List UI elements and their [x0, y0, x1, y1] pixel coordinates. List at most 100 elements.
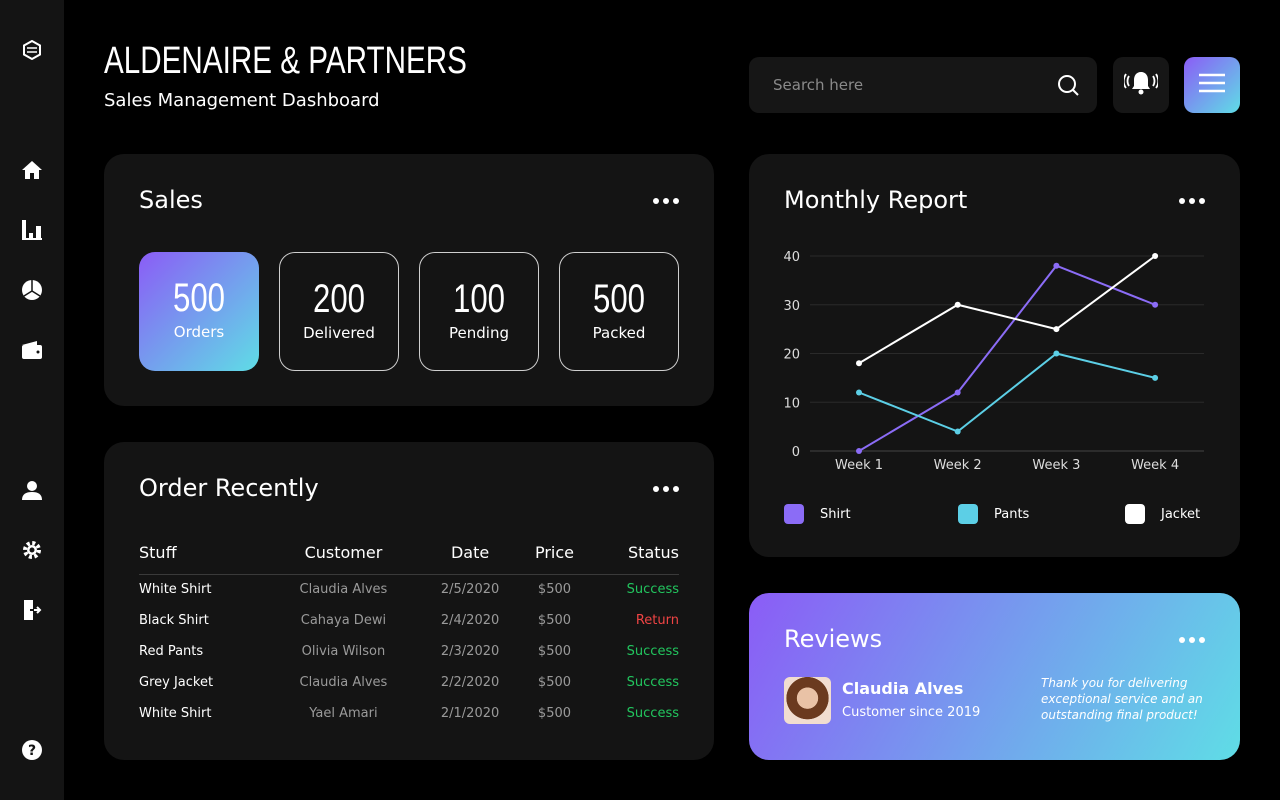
chart-title: Monthly Report: [784, 186, 968, 214]
stuff-cell: Black Shirt: [139, 613, 209, 628]
reviews-title: Reviews: [784, 625, 883, 653]
settings-icon[interactable]: [20, 538, 44, 562]
column-header: Stuff: [139, 538, 268, 575]
bell-icon: [1122, 70, 1160, 100]
y-tick-label: 40: [783, 250, 800, 265]
x-tick-label: Week 2: [934, 458, 982, 473]
date-cell: 2/3/2020: [440, 644, 500, 659]
search-box: [749, 57, 1097, 113]
orders-card: Order Recently Stuff Customer Date Price…: [104, 442, 714, 760]
column-header: Price: [520, 538, 589, 575]
more-icon[interactable]: [653, 198, 679, 204]
stat-pending[interactable]: 100 Pending: [419, 252, 539, 371]
stat-packed[interactable]: 500 Packed: [559, 252, 679, 371]
customer-cell: Claudia Alves: [299, 675, 388, 690]
monthly-report-card: Monthly Report 0 10 20 30 40 Week 1 Week 2 Week…: [749, 154, 1240, 557]
stuff-cell: Grey Jacket: [139, 675, 214, 690]
legend-jacket: Jacket: [1125, 504, 1200, 524]
svg-text:?: ?: [28, 743, 36, 759]
data-point-shirt: [1053, 262, 1060, 269]
column-header: Date: [419, 538, 521, 575]
help-icon[interactable]: ?: [20, 738, 44, 762]
more-icon[interactable]: [1179, 198, 1205, 204]
data-point-pants: [1152, 374, 1159, 381]
series-line-shirt: [858, 264, 1156, 452]
stuff-cell: White Shirt: [139, 582, 212, 598]
data-point-jacket: [1152, 253, 1159, 259]
column-header: Customer: [267, 538, 420, 575]
price-cell: $500: [537, 706, 572, 721]
series-line-pants: [858, 352, 1156, 433]
bar-chart-icon[interactable]: [20, 218, 44, 242]
stat-orders[interactable]: 500 Orders: [139, 252, 259, 371]
data-point-jacket: [1053, 326, 1060, 333]
reviewer-name: Claudia Alves: [842, 679, 964, 698]
price-cell: $500: [537, 675, 572, 690]
notification-button[interactable]: [1113, 57, 1169, 113]
data-point-pants: [856, 389, 862, 396]
data-point-shirt: [856, 448, 862, 454]
legend-label: Shirt: [820, 506, 851, 522]
status-cell: Success: [626, 706, 679, 721]
reviewer-since: Customer since 2019: [842, 705, 981, 720]
x-tick-label: Week 1: [835, 458, 883, 473]
stat-delivered[interactable]: 200 Delivered: [279, 252, 399, 371]
price-cell: $500: [537, 582, 572, 598]
more-icon[interactable]: [1179, 637, 1205, 643]
legend-label: Jacket: [1161, 506, 1201, 522]
user-icon[interactable]: [20, 478, 44, 502]
table-row[interactable]: Grey Jacket Claudia Alves 2/2/2020 $500 Succ…: [139, 667, 679, 698]
customer-cell: Claudia Alves: [299, 582, 388, 598]
date-cell: 2/1/2020: [440, 706, 500, 721]
x-tick-label: Week 4: [1131, 458, 1179, 473]
logo-icon[interactable]: [20, 38, 44, 62]
sales-card: Sales 500 Orders 200 Delivered 100 Pending …: [104, 154, 714, 406]
stat-label: Delivered: [303, 324, 375, 342]
stat-value: 200: [312, 277, 366, 321]
x-tick-label: Week 3: [1032, 458, 1080, 473]
logout-icon[interactable]: [20, 598, 44, 622]
status-cell: Success: [626, 644, 679, 659]
customer-cell: Yael Amari: [309, 706, 378, 721]
legend-shirt: Shirt: [784, 504, 851, 524]
search-icon[interactable]: [1057, 74, 1079, 100]
status-cell: Return: [635, 613, 679, 628]
pie-chart-icon[interactable]: [20, 278, 44, 302]
status-cell: Success: [626, 582, 679, 598]
y-tick-label: 30: [783, 299, 800, 314]
price-cell: $500: [537, 613, 572, 628]
stuff-cell: Red Pants: [139, 644, 204, 659]
y-tick-label: 10: [783, 396, 800, 411]
more-icon[interactable]: [653, 486, 679, 492]
table-row[interactable]: White Shirt Yael Amari 2/1/2020 $500 Success: [139, 698, 679, 729]
series-line-jacket: [858, 255, 1156, 365]
wallet-icon[interactable]: [20, 338, 44, 362]
stat-value: 500: [592, 277, 646, 321]
table-row[interactable]: Red Pants Olivia Wilson 2/3/2020 $500 Succes…: [139, 636, 679, 667]
table-row[interactable]: Black Shirt Cahaya Dewi 2/4/2020 $500 Return: [139, 605, 679, 636]
date-cell: 2/2/2020: [440, 675, 500, 690]
home-icon[interactable]: [20, 158, 44, 182]
menu-button[interactable]: [1184, 57, 1240, 113]
data-point-pants: [954, 428, 961, 435]
y-tick-label: 20: [783, 348, 800, 363]
avatar: [784, 677, 831, 724]
orders-table: Stuff Customer Date Price Status White S…: [139, 538, 679, 729]
table-row[interactable]: White Shirt Claudia Alves 2/5/2020 $500 Succ…: [139, 574, 679, 605]
search-input[interactable]: [749, 57, 1049, 113]
stat-label: Orders: [173, 323, 225, 341]
legend-label: Pants: [994, 506, 1030, 522]
stat-value: 100: [452, 277, 506, 321]
data-point-jacket: [856, 360, 862, 367]
price-cell: $500: [537, 644, 572, 659]
review-quote: Thank you for delivering exceptional ser…: [1041, 676, 1203, 722]
stuff-cell: White Shirt: [139, 706, 212, 721]
data-point-pants: [1053, 350, 1060, 357]
column-header: Status: [588, 538, 679, 575]
sales-title: Sales: [139, 186, 203, 214]
customer-cell: Cahaya Dewi: [300, 613, 387, 628]
stat-value: 500: [172, 276, 226, 320]
date-cell: 2/5/2020: [440, 582, 500, 598]
legend-pants: Pants: [958, 504, 1029, 524]
hamburger-icon: [1199, 73, 1225, 97]
